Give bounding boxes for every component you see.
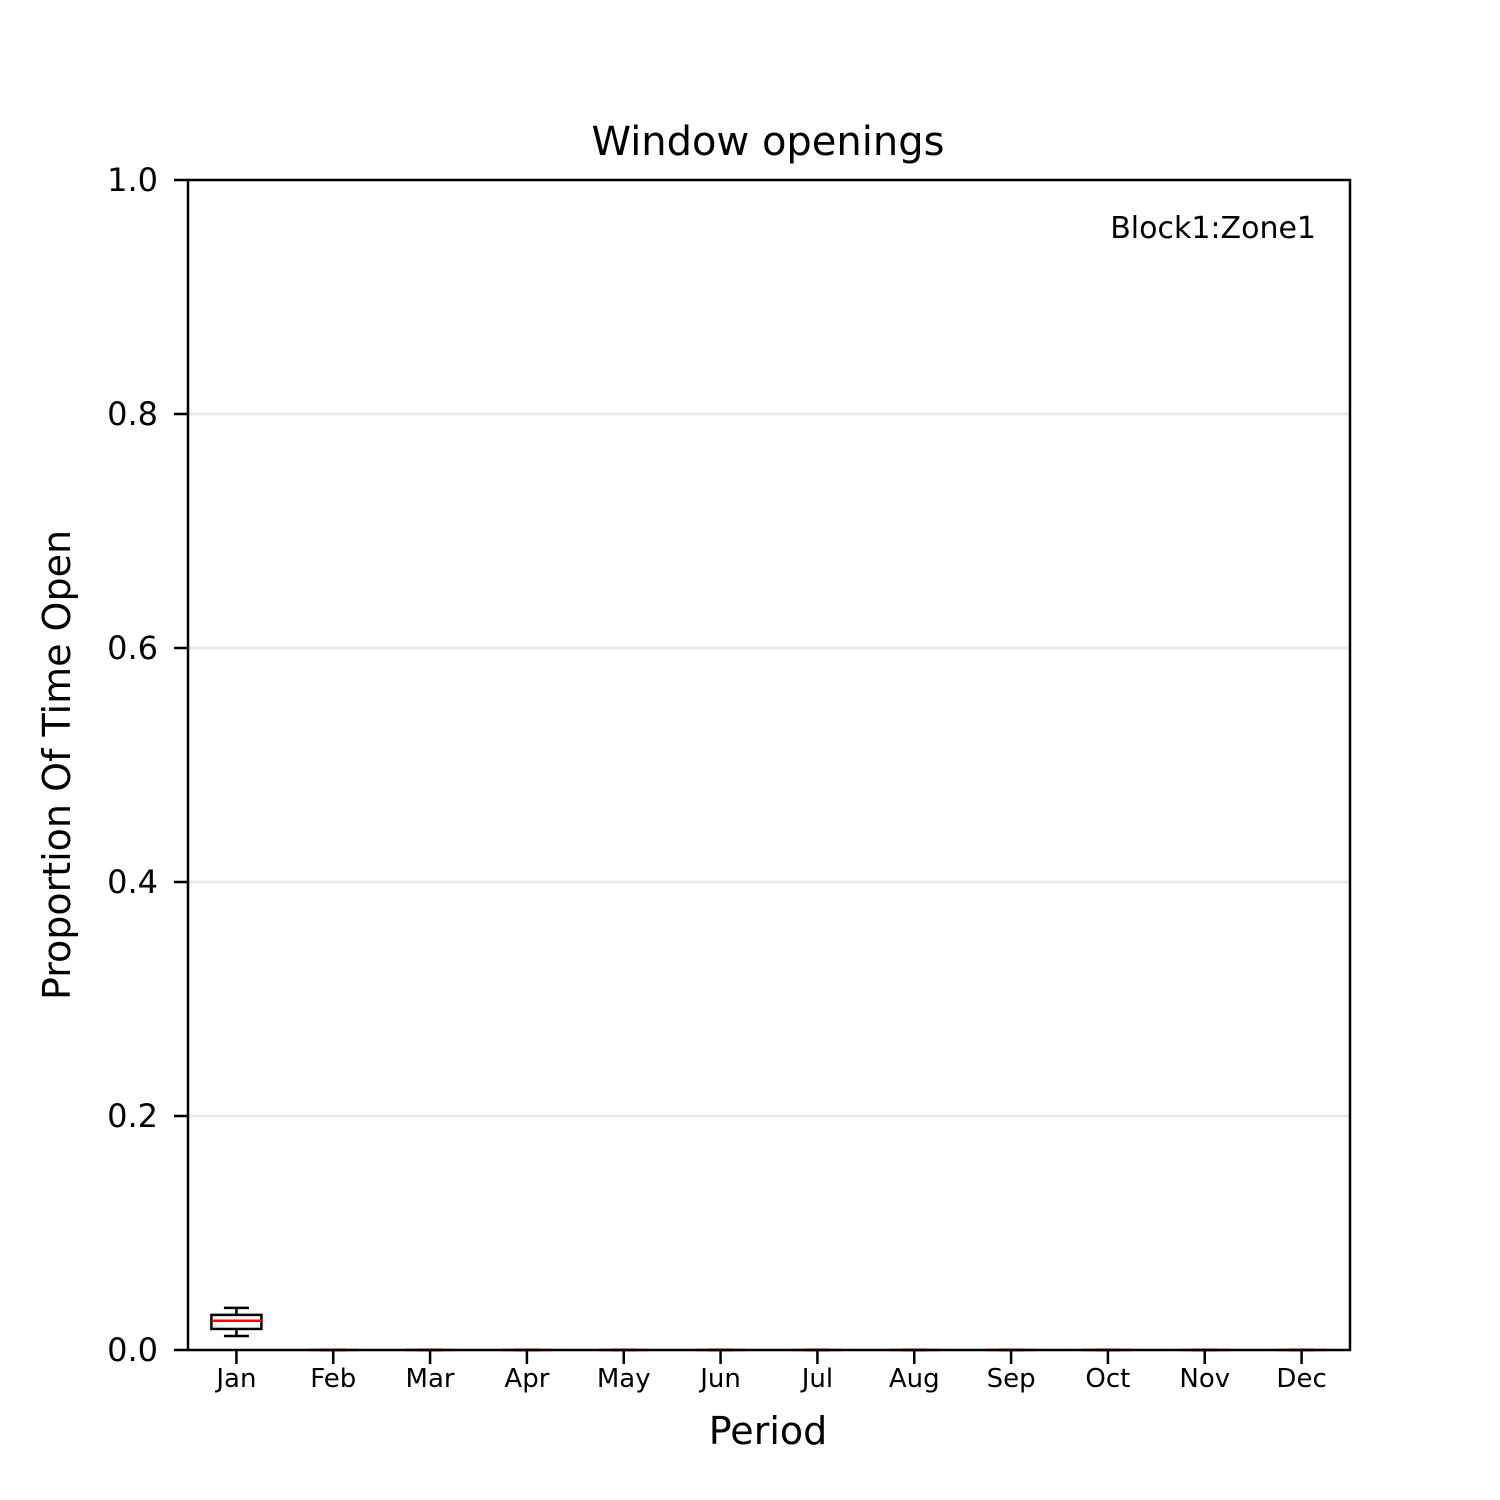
x-tick-label: Mar [406, 1364, 455, 1394]
x-tick-label: Jan [214, 1364, 256, 1394]
box-jan [210, 1306, 263, 1338]
chart-title: Window openings [592, 119, 945, 165]
y-tick-label: 0.0 [107, 1331, 158, 1369]
x-tick-label: Jun [698, 1364, 741, 1394]
x-tick-label: Sep [987, 1364, 1036, 1394]
y-axis-label: Proportion Of Time Open [35, 530, 79, 1000]
x-tick-label: Feb [310, 1364, 356, 1394]
plot-frame [186, 178, 1352, 1352]
y-tick-label: 1.0 [107, 161, 158, 199]
x-axis-ticks: Jan Feb Mar Apr May Jun Jul Aug Sep Oct Nov Dec [214, 1350, 1327, 1394]
zone-annotation: Block1:Zone1 [1110, 211, 1316, 246]
y-tick-label: 0.2 [107, 1097, 158, 1135]
y-tick-label: 0.8 [107, 395, 158, 433]
x-tick-label: Apr [504, 1364, 549, 1394]
y-tick-label: 0.4 [107, 863, 158, 901]
x-tick-label: Jul [800, 1364, 833, 1394]
grid-lines [188, 412, 1350, 1118]
x-tick-label: May [597, 1364, 651, 1394]
x-tick-label: Nov [1179, 1364, 1230, 1394]
x-tick-label: Oct [1085, 1364, 1130, 1394]
y-tick-label: 0.6 [107, 629, 158, 667]
x-axis-label: Period [709, 1409, 828, 1453]
x-tick-label: Dec [1276, 1364, 1326, 1394]
boxes [210, 1306, 1327, 1352]
x-tick-label: Aug [889, 1364, 940, 1394]
y-axis-ticks: 0.0 0.2 0.4 0.6 0.8 1.0 [107, 161, 188, 1369]
